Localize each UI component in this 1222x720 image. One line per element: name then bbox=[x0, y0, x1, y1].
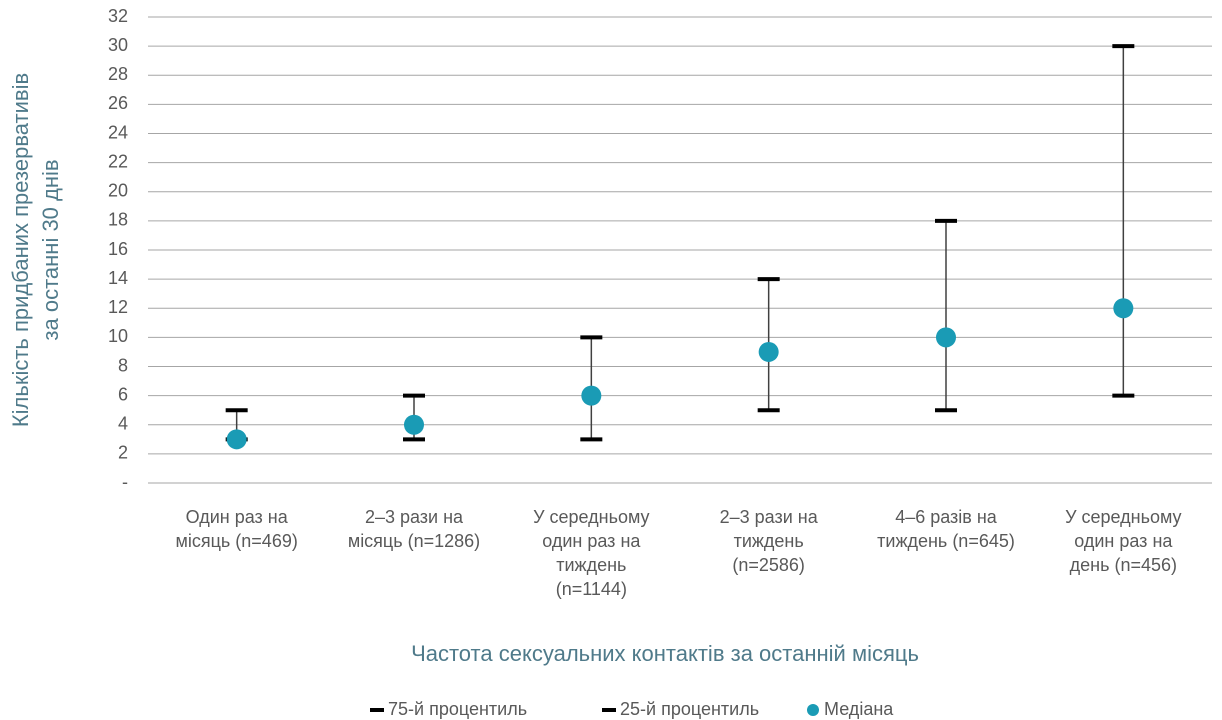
y-tick-label: 6 bbox=[118, 384, 128, 404]
x-tick-label: 4–6 разів на bbox=[895, 507, 998, 527]
x-tick-label: Один раз на bbox=[186, 507, 289, 527]
legend-label: 75-й процентиль bbox=[388, 699, 527, 719]
y-axis-title: Кількість придбаних презервативів bbox=[8, 73, 33, 427]
legend-label: 25-й процентиль bbox=[620, 699, 759, 719]
x-tick-label: 2–3 рази на bbox=[720, 507, 819, 527]
y-tick-label: 22 bbox=[108, 151, 128, 171]
x-tick-label: У середньому bbox=[1065, 507, 1181, 527]
median-point bbox=[936, 327, 956, 348]
x-tick-label: тиждень bbox=[556, 555, 626, 575]
median-point bbox=[226, 429, 247, 450]
legend-swatch bbox=[807, 704, 819, 716]
x-tick-label: тиждень (n=645) bbox=[877, 531, 1015, 551]
y-tick-label: 28 bbox=[108, 64, 128, 84]
y-tick-label: 12 bbox=[108, 297, 128, 317]
y-tick-label: 8 bbox=[118, 355, 128, 375]
x-tick-label: день (n=456) bbox=[1070, 555, 1177, 575]
y-axis-title: за останні 30 днів bbox=[38, 159, 63, 340]
y-tick-label: 10 bbox=[108, 326, 128, 346]
x-axis-title: Частота сексуальних контактів за останні… bbox=[411, 641, 919, 666]
y-tick-label: 18 bbox=[108, 210, 128, 230]
x-tick-label: 2–3 рази на bbox=[365, 507, 464, 527]
y-tick-label: 14 bbox=[108, 268, 128, 288]
x-tick-label: місяць (n=469) bbox=[175, 531, 297, 551]
y-tick-label: 26 bbox=[108, 93, 128, 113]
y-tick-label: 2 bbox=[118, 443, 128, 463]
x-tick-label: (n=2586) bbox=[732, 555, 805, 575]
y-tick-label: 24 bbox=[108, 122, 128, 142]
x-tick-label: У середньому bbox=[533, 507, 649, 527]
y-tick-label: 20 bbox=[108, 181, 128, 201]
x-tick-label: один раз на bbox=[1074, 531, 1173, 551]
x-tick-label: (n=1144) bbox=[556, 579, 627, 599]
x-tick-label: один раз на bbox=[542, 531, 641, 551]
x-tick-label: тиждень bbox=[734, 531, 804, 551]
median-point bbox=[758, 341, 779, 362]
y-tick-label: 30 bbox=[108, 35, 128, 55]
x-tick-label: місяць (n=1286) bbox=[348, 531, 480, 551]
y-tick-label: 4 bbox=[118, 414, 128, 434]
legend-label: Медіана bbox=[824, 699, 894, 719]
y-tick-label: 32 bbox=[108, 6, 128, 26]
median-point bbox=[404, 414, 424, 435]
median-point bbox=[581, 385, 602, 406]
median-point bbox=[1113, 298, 1134, 319]
y-tick-label: 16 bbox=[108, 239, 128, 259]
y-tick-label: - bbox=[122, 472, 128, 492]
